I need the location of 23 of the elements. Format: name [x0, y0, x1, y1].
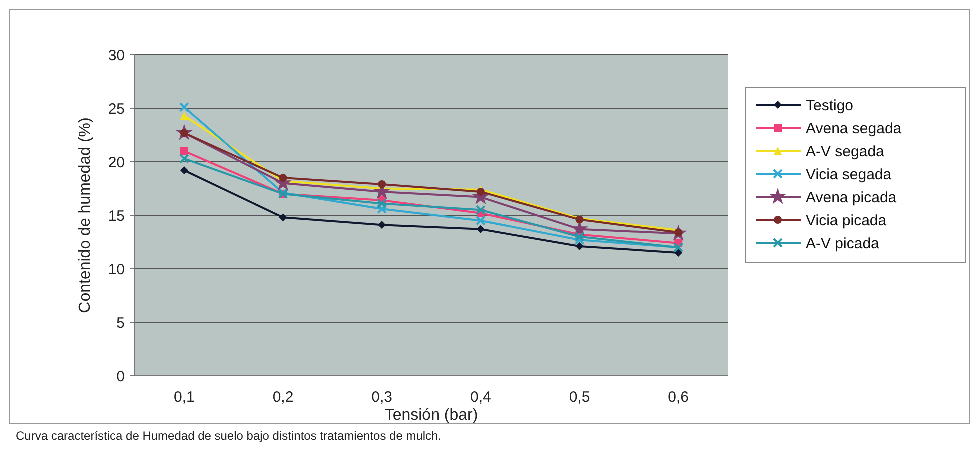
x-tick-label: 0,6	[668, 389, 690, 406]
x-axis-title: Tensión (bar)	[384, 407, 478, 424]
legend-label: A-V segada	[806, 143, 886, 160]
y-tick-label: 15	[108, 208, 125, 225]
text: Curva característica de Humedad de suelo bajo distintos tratamientos de mulch.	[16, 429, 442, 443]
x-tick-label: 0,5	[569, 389, 590, 406]
x-tick-label: 0,3	[372, 389, 393, 406]
x-tick-label: 0,2	[272, 389, 294, 406]
x-tick-label: 0,4	[470, 389, 492, 406]
y-tick-label: 10	[108, 261, 125, 278]
legend-label: Avena segada	[806, 120, 902, 138]
legend-label: Vicia segada	[806, 166, 892, 184]
y-tick-label: 25	[108, 100, 125, 118]
y-tick-label: 20	[108, 154, 125, 172]
x-tick-label: 0,1	[174, 389, 195, 406]
legend-label: Avena picada	[806, 189, 898, 206]
legend-label: Testigo	[806, 97, 854, 114]
y-tick-label: 30	[108, 47, 125, 64]
legend-label: A-V picada	[806, 235, 880, 252]
y-tick-label: 0	[116, 368, 125, 386]
y-axis-title: Contenido de humedad (%)	[77, 118, 94, 314]
legend-label: Vicia picada	[806, 212, 888, 230]
y-tick-label: 5	[116, 314, 125, 332]
